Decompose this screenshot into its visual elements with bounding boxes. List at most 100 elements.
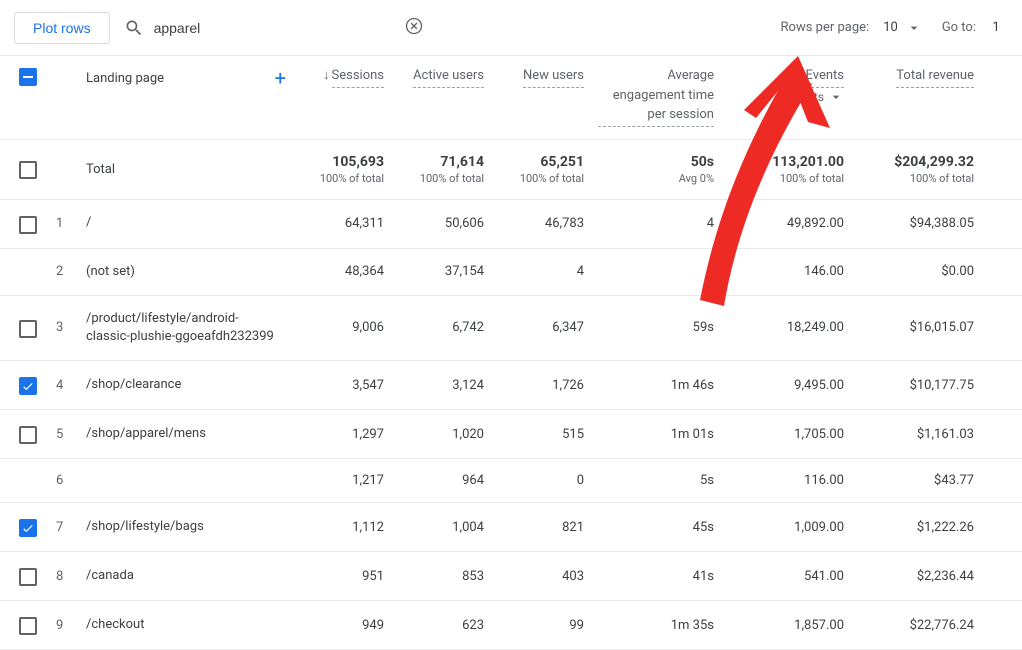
metric-header-events[interactable]: Events ents xyxy=(728,66,858,107)
landing-page-value[interactable]: /shop/clearance xyxy=(86,376,286,394)
metric-cell: 59s xyxy=(598,320,728,335)
row-index: 3 xyxy=(56,320,86,335)
metric-cell: 5s xyxy=(598,473,728,488)
table-body: 1/64,31150,60646,783449,892.00$94,388.05… xyxy=(0,200,1022,650)
metric-cell: 951 xyxy=(286,569,398,584)
metric-cell: $22,776.24 xyxy=(858,618,988,633)
select-all-checkbox[interactable] xyxy=(19,68,37,86)
row-checkbox[interactable] xyxy=(19,426,37,444)
metric-cell: $1,222.26 xyxy=(858,520,988,535)
metric-cell: 853 xyxy=(398,569,498,584)
metric-cell: 821 xyxy=(498,520,598,535)
rows-per-page: Rows per page: 10 xyxy=(781,16,928,40)
metric-cell: 1m 01s xyxy=(598,427,728,442)
metric-cell: 1m 46s xyxy=(598,378,728,393)
row-checkbox[interactable] xyxy=(19,216,37,234)
metric-cell: 1m 35s xyxy=(598,618,728,633)
add-dimension-icon[interactable]: + xyxy=(275,68,286,88)
total-events: 113,201.00 xyxy=(728,154,844,170)
metric-cell: 6,347 xyxy=(498,320,598,335)
metric-cell: 99 xyxy=(498,618,598,633)
table-header: Landing page + ↓Sessions Active users Ne… xyxy=(0,56,1022,140)
row-index: 1 xyxy=(56,216,86,231)
landing-page-value[interactable]: (not set) xyxy=(86,263,286,281)
row-index: 2 xyxy=(56,264,86,279)
metric-cell: 48,364 xyxy=(286,264,398,279)
landing-page-value[interactable]: /shop/lifestyle/bags xyxy=(86,518,286,536)
metric-cell: 4 xyxy=(598,216,728,231)
metric-cell: 1,705.00 xyxy=(728,427,858,442)
row-index: 9 xyxy=(56,618,86,633)
rows-per-page-select[interactable]: 10 xyxy=(877,16,928,40)
metric-cell: 18,249.00 xyxy=(728,320,858,335)
metric-cell: 1,009.00 xyxy=(728,520,858,535)
table-row: 7/shop/lifestyle/bags1,1121,00482145s1,0… xyxy=(0,503,1022,552)
metric-cell: 515 xyxy=(498,427,598,442)
row-index: 5 xyxy=(56,427,86,442)
metric-header-avg-engagement[interactable]: Average engagement time per session xyxy=(598,66,728,127)
row-checkbox[interactable] xyxy=(19,320,37,338)
row-checkbox[interactable] xyxy=(19,568,37,586)
metric-cell: 50,606 xyxy=(398,216,498,231)
search-input[interactable] xyxy=(152,19,396,37)
metric-cell: 0 xyxy=(498,473,598,488)
events-sub-select[interactable]: ents xyxy=(801,88,844,106)
chevron-down-icon xyxy=(828,89,844,105)
row-checkbox[interactable] xyxy=(19,617,37,635)
metric-cell: $1,161.03 xyxy=(858,427,988,442)
metric-cell: 146.00 xyxy=(728,264,858,279)
toolbar: Plot rows Rows per page: 10 Go to: 1 xyxy=(0,0,1022,56)
table-row: 4/shop/clearance3,5473,1241,7261m 46s9,4… xyxy=(0,361,1022,410)
landing-page-value[interactable]: /shop/apparel/mens xyxy=(86,425,286,443)
go-to-label: Go to: xyxy=(942,20,976,35)
search-field xyxy=(124,16,424,40)
metric-cell: 1,297 xyxy=(286,427,398,442)
metric-cell: $2,236.44 xyxy=(858,569,988,584)
metric-cell: 964 xyxy=(398,473,498,488)
dimension-header-label[interactable]: Landing page xyxy=(86,71,164,86)
go-to: Go to: 1 xyxy=(942,20,1008,35)
sort-desc-icon: ↓ xyxy=(323,68,330,83)
row-checkbox[interactable] xyxy=(19,519,37,537)
clear-search-icon[interactable] xyxy=(404,16,424,40)
metric-cell: 3,547 xyxy=(286,378,398,393)
table-row: 9/checkout949623991m 35s1,857.00$22,776.… xyxy=(0,601,1022,650)
metric-cell: 4 xyxy=(498,264,598,279)
table-row: 61,21796405s116.00$43.77 xyxy=(0,459,1022,503)
metric-header-active-users[interactable]: Active users xyxy=(398,66,498,88)
row-index: 8 xyxy=(56,569,86,584)
metric-cell: $0.00 xyxy=(858,264,988,279)
row-checkbox[interactable] xyxy=(19,377,37,395)
rows-per-page-value: 10 xyxy=(883,20,898,35)
metric-cell: $10,177.75 xyxy=(858,378,988,393)
landing-page-value[interactable]: / xyxy=(86,214,286,232)
metric-cell: 41s xyxy=(598,569,728,584)
metric-cell: 1,020 xyxy=(398,427,498,442)
landing-page-value[interactable]: /product/lifestyle/android-classic-plush… xyxy=(86,310,286,346)
total-sessions: 105,693 xyxy=(286,154,384,170)
metric-header-total-revenue[interactable]: Total revenue xyxy=(858,66,988,88)
metric-cell: 1,726 xyxy=(498,378,598,393)
metric-cell: 49,892.00 xyxy=(728,216,858,231)
metric-cell: 64,311 xyxy=(286,216,398,231)
plot-rows-button[interactable]: Plot rows xyxy=(14,12,110,44)
search-icon xyxy=(124,18,144,38)
metric-cell: s xyxy=(598,264,728,279)
metric-header-sessions[interactable]: ↓Sessions xyxy=(286,66,398,88)
rows-per-page-label: Rows per page: xyxy=(781,20,870,35)
row-index: 6 xyxy=(56,473,86,488)
metric-cell: 46,783 xyxy=(498,216,598,231)
go-to-value[interactable]: 1 xyxy=(984,20,1008,35)
landing-page-value[interactable]: /canada xyxy=(86,567,286,585)
totals-checkbox[interactable] xyxy=(19,161,37,179)
total-active-users: 71,614 xyxy=(398,154,484,170)
metric-header-new-users[interactable]: New users xyxy=(498,66,598,88)
metric-cell: 116.00 xyxy=(728,473,858,488)
metric-cell: 1,217 xyxy=(286,473,398,488)
landing-page-value[interactable]: /checkout xyxy=(86,616,286,634)
metric-cell: 37,154 xyxy=(398,264,498,279)
table-row: 2(not set)48,36437,1544s146.00$0.00 xyxy=(0,249,1022,296)
totals-label: Total xyxy=(86,162,286,177)
metric-cell: 9,495.00 xyxy=(728,378,858,393)
metric-cell: $16,015.07 xyxy=(858,320,988,335)
